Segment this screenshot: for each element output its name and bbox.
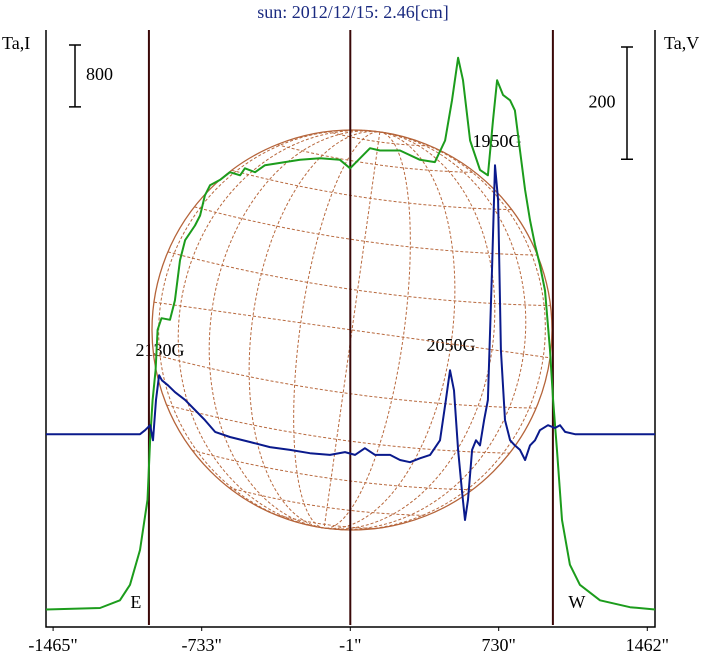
y-scale-bar xyxy=(69,44,81,108)
parallel xyxy=(273,513,377,530)
series-line xyxy=(46,164,655,521)
limb-label: E xyxy=(130,592,141,612)
parallel xyxy=(192,449,473,491)
sun-grid xyxy=(153,129,551,531)
x-tick-label: 1462" xyxy=(626,635,669,655)
parallel xyxy=(228,487,427,516)
y2-scale-bar xyxy=(621,46,633,161)
x-tick-label: -733" xyxy=(182,635,222,655)
chart-title: sun: 2012/12/15: 2.46[cm] xyxy=(257,2,449,22)
parallel xyxy=(327,131,431,147)
x-tick-label: -1465" xyxy=(28,635,77,655)
parallel xyxy=(166,404,510,454)
y2-scale-bar-label: 200 xyxy=(589,91,616,111)
y-axis-label: Ta,I xyxy=(2,33,30,53)
parallel xyxy=(167,251,551,307)
series-line xyxy=(45,56,656,611)
parallel xyxy=(231,169,512,211)
annotation: 2130G xyxy=(136,340,185,360)
parallel xyxy=(276,144,476,173)
x-tick-label: 730" xyxy=(482,635,516,655)
annotation: 1950G xyxy=(473,131,522,151)
equator xyxy=(153,301,551,359)
parallel xyxy=(153,353,537,409)
y-scale-bar-label: 800 xyxy=(86,64,113,84)
y2-axis-label: Ta,V xyxy=(664,33,699,53)
x-tick-label: -1" xyxy=(339,635,361,655)
limb-label: W xyxy=(568,592,585,612)
